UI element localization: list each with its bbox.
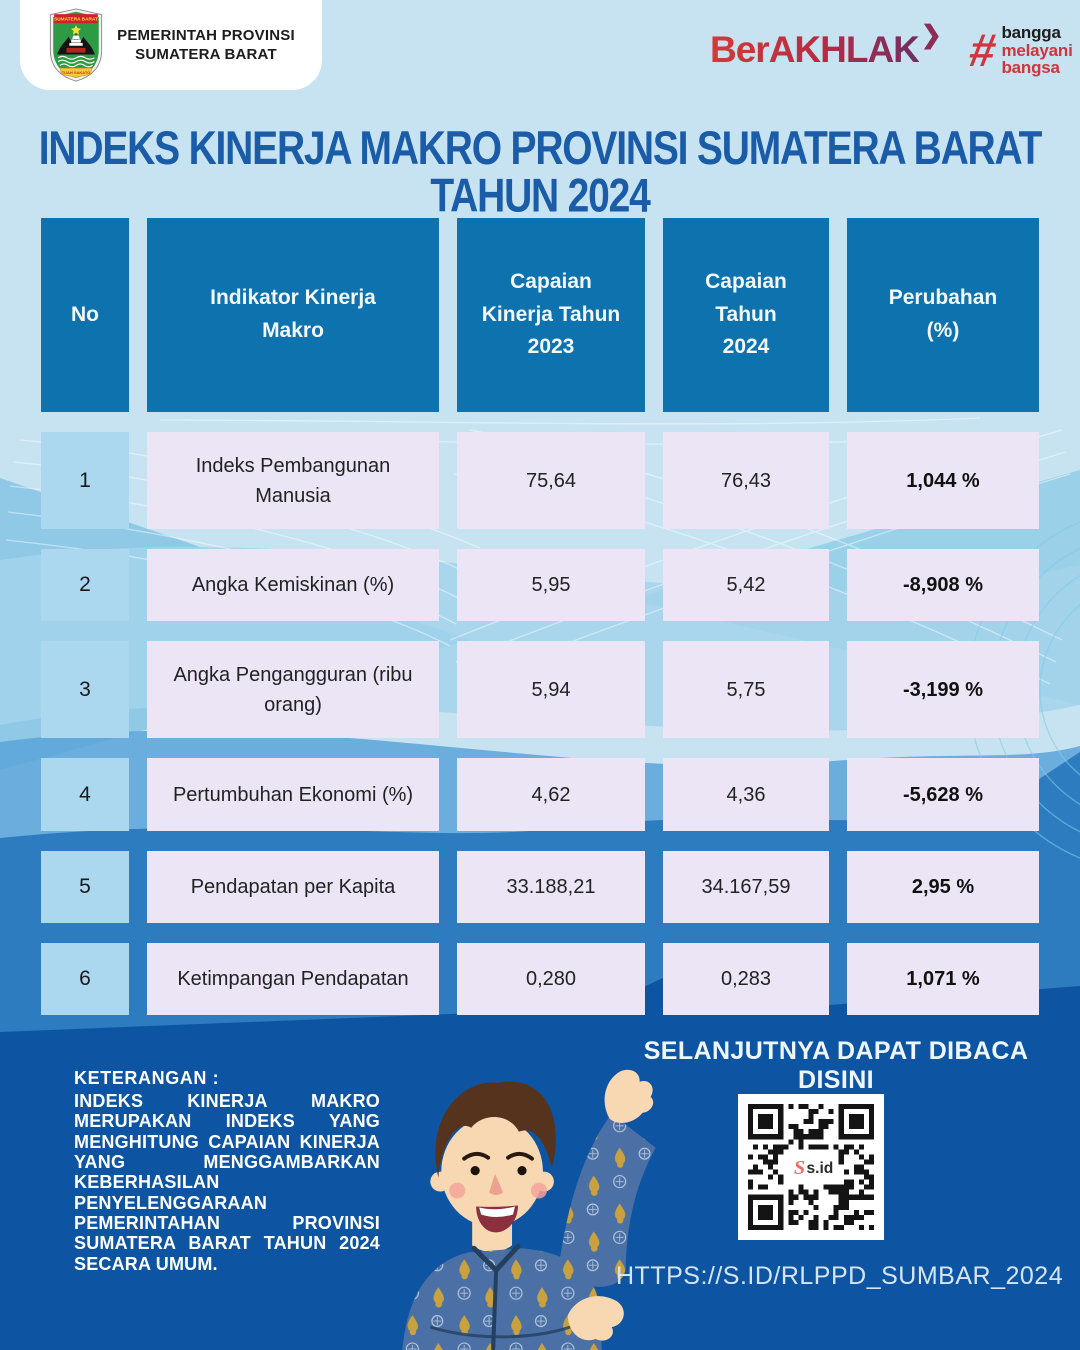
bangga-word-2: melayani: [1001, 40, 1073, 60]
cell-indicator: Pendapatan per Kapita: [147, 851, 439, 923]
qr-code: S s.id: [738, 1094, 884, 1240]
cell-change: 1,071 %: [847, 943, 1039, 1015]
brand-logos: BerAKHLAK ❯ # bangga melayani bangsa: [710, 21, 1073, 77]
sumbar-crest-logo: SUMATERA BARAT TUAH SAKATO: [50, 8, 103, 82]
qr-center-label: s.id: [806, 1160, 833, 1177]
cell-2023: 5,95: [457, 549, 645, 621]
cell-change: -8,908 %: [847, 549, 1039, 621]
keterangan-body: INDEKS KINERJA MAKRO MERUPAKAN INDEKS YA…: [74, 1091, 380, 1274]
cell-2024: 4,36: [663, 758, 829, 831]
org-name: PEMERINTAH PROVINSI SUMATERA BARAT: [117, 26, 295, 65]
column-header-2023: Capaian Kinerja Tahun 2023: [457, 218, 645, 412]
page-title: INDEKS KINERJA MAKRO PROVINSI SUMATERA B…: [0, 125, 1080, 221]
org-name-line2: SUMATERA BARAT: [135, 46, 277, 63]
qr-center-badge: [787, 1154, 835, 1180]
cell-no: 6: [41, 943, 129, 1015]
column-header-change: Perubahan (%): [847, 218, 1039, 412]
cell-2024: 34.167,59: [663, 851, 829, 923]
cell-change: -5,628 %: [847, 758, 1039, 831]
cell-no: 3: [41, 641, 129, 738]
cell-2024: 5,42: [663, 549, 829, 621]
read-more-heading: SELANJUTNYA DAPAT DIBACA DISINI: [643, 1037, 1029, 1094]
cell-change: -3,199 %: [847, 641, 1039, 738]
cell-indicator: Ketimpangan Pendapatan: [147, 943, 439, 1015]
cell-indicator: Pertumbuhan Ekonomi (%): [147, 758, 439, 831]
sid-s-icon: S: [794, 1157, 805, 1179]
cell-indicator: Angka Pengangguran (ribu orang): [147, 641, 439, 738]
keterangan-block: KETERANGAN : INDEKS KINERJA MAKRO MERUPA…: [74, 1068, 380, 1274]
cell-2023: 0,280: [457, 943, 645, 1015]
crest-banner-text: SUMATERA BARAT: [54, 17, 98, 23]
page-title-line1: INDEKS KINERJA MAKRO PROVINSI SUMATERA B…: [38, 122, 1043, 175]
crest-scroll-text: TUAH SAKATO: [62, 70, 91, 75]
cell-2023: 33.188,21: [457, 851, 645, 923]
column-header-no: No: [41, 218, 129, 412]
berakhlak-chevron-icon: ❯: [920, 20, 942, 49]
bangga-words: bangga melayani bangsa: [1001, 24, 1072, 77]
keterangan-title: KETERANGAN :: [74, 1068, 220, 1088]
bangga-word-3: bangsa: [1001, 58, 1060, 77]
cell-2024: 0,283: [663, 943, 829, 1015]
cell-change: 2,95 %: [847, 851, 1039, 923]
cell-2023: 5,94: [457, 641, 645, 738]
cell-indicator: Angka Kemiskinan (%): [147, 549, 439, 621]
bangga-word-1: bangga: [1001, 23, 1061, 42]
bangga-melayani-bangsa-logo: # bangga melayani bangsa: [965, 24, 1072, 77]
cell-no: 1: [41, 432, 129, 529]
gov-logo-card: SUMATERA BARAT TUAH SAKATO PEMERINTAH PR…: [20, 0, 322, 90]
org-name-line1: PEMERINTAH PROVINSI: [117, 26, 295, 44]
cell-indicator: Indeks Pembangunan Manusia: [147, 432, 439, 529]
berakhlak-text: BerAKHLAK: [710, 28, 920, 70]
cell-no: 2: [41, 549, 129, 621]
berakhlak-logo: BerAKHLAK ❯: [710, 21, 942, 71]
waving-man-illustration: [402, 1069, 656, 1350]
macro-performance-table: No Indikator Kinerja Makro Capaian Kiner…: [41, 218, 1039, 1015]
cell-2024: 5,75: [663, 641, 829, 738]
column-header-indicator: Indikator Kinerja Makro: [147, 218, 439, 412]
cell-change: 1,044 %: [847, 432, 1039, 529]
cell-2023: 75,64: [457, 432, 645, 529]
hash-icon: #: [965, 23, 1001, 76]
cell-no: 4: [41, 758, 129, 831]
column-header-2024: Capaian Tahun 2024: [663, 218, 829, 412]
cell-2023: 4,62: [457, 758, 645, 831]
page-title-line2: TAHUN 2024: [430, 170, 650, 223]
short-url-link[interactable]: HTTPS://S.ID/RLPPD_SUMBAR_2024: [616, 1262, 1064, 1290]
cell-no: 5: [41, 851, 129, 923]
cell-2024: 76,43: [663, 432, 829, 529]
